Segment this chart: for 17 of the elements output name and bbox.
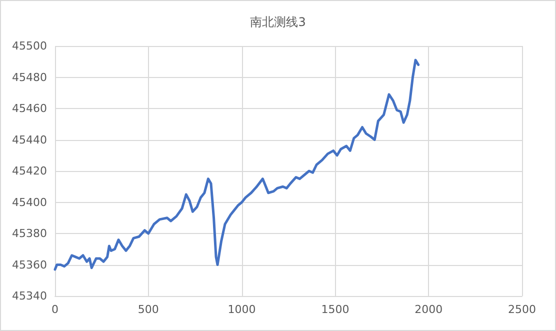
y-tick-label: 45500 — [12, 40, 47, 52]
y-tick-label: 45340 — [12, 290, 47, 302]
line-series — [54, 58, 420, 271]
y-tick-label: 45400 — [12, 196, 47, 209]
y-tick-label: 45360 — [12, 258, 47, 272]
y-tick-label: 45480 — [12, 70, 47, 84]
x-tick-label: 1500 — [321, 303, 350, 316]
x-tick-label: 2000 — [414, 303, 443, 316]
x-tick-label: 2500 — [508, 303, 536, 316]
x-tick-label: 1000 — [228, 303, 256, 316]
y-tick-label: 45380 — [12, 227, 47, 240]
x-tick-label: 500 — [138, 303, 159, 316]
y-tick-label: 45460 — [12, 102, 47, 115]
chart-title: 南北测线3 — [250, 15, 306, 29]
y-tick-label: 45420 — [12, 164, 47, 178]
x-tick-label: 0 — [52, 303, 58, 316]
y-tick-label: 45440 — [12, 133, 47, 146]
